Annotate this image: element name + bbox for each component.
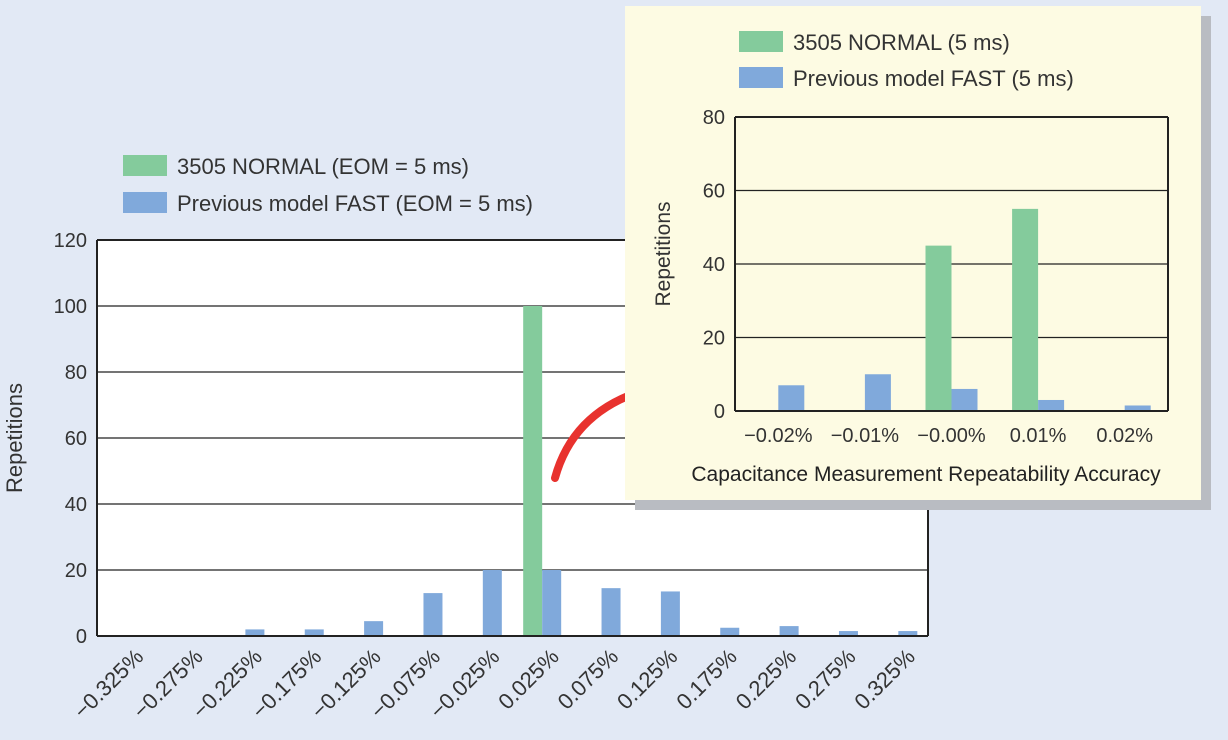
inset-bar-normal [925, 245, 952, 411]
main-bar-normal [523, 306, 543, 636]
main-legend-label-fast: Previous model FAST (EOM = 5 ms) [177, 191, 533, 216]
inset-y-ticks: 0 20 40 60 80 [703, 107, 725, 423]
main-legend-label-normal: 3505 NORMAL (EOM = 5 ms) [177, 154, 469, 179]
main-bar-fast [720, 627, 740, 636]
main-bar-fast [304, 629, 324, 636]
inset-y-axis-label: Repetitions [652, 201, 675, 306]
main-legend-swatch-fast [123, 192, 167, 213]
main-x-tick-label: 0.175% [671, 644, 741, 714]
main-bar-fast [482, 570, 502, 636]
main-x-tick-label: 0.025% [493, 644, 563, 714]
main-y-ticks: 0 20 40 60 80 100 120 [54, 230, 87, 648]
inset-x-tick-label: −0.01% [831, 425, 900, 447]
inset-y-tick-label: 20 [703, 328, 725, 350]
main-legend-swatch-normal [123, 155, 167, 176]
inset-panel: 0 20 40 60 80 −0.02% −0.01% −0.00% 0.01% 0.02% R… [625, 6, 1211, 510]
main-y-tick-label: 80 [65, 362, 87, 384]
inset-legend: 3505 NORMAL (5 ms) Previous model FAST (… [739, 30, 1074, 91]
main-x-tick-label: 0.125% [612, 644, 682, 714]
inset-bar-fast [1124, 405, 1151, 411]
inset-y-tick-label: 60 [703, 181, 725, 203]
inset-bar-fast [864, 374, 891, 411]
main-y-tick-label: 20 [65, 560, 87, 582]
main-y-tick-label: 0 [76, 626, 87, 648]
main-bar-fast [423, 593, 443, 636]
inset-legend-swatch-fast [739, 67, 783, 88]
main-bar-fast [838, 631, 858, 636]
inset-bar-fast [778, 385, 805, 411]
inset-y-tick-label: 40 [703, 254, 725, 276]
inset-bar-fast [1038, 399, 1065, 411]
main-x-tick-label: 0.075% [553, 644, 623, 714]
inset-axes [734, 116, 1169, 412]
inset-legend-swatch-normal [739, 31, 783, 52]
main-y-tick-label: 60 [65, 428, 87, 450]
inset-x-ticks: −0.02% −0.01% −0.00% 0.01% 0.02% [744, 425, 1153, 447]
main-bar-fast [898, 631, 918, 636]
main-bar-fast [364, 621, 384, 636]
main-bar-fast [542, 570, 562, 636]
main-y-tick-label: 100 [54, 296, 87, 318]
main-bar-fast [660, 591, 680, 636]
main-x-tick-label: 0.325% [849, 644, 919, 714]
inset-x-tick-label: −0.00% [917, 425, 986, 447]
main-bar-fast [601, 588, 621, 636]
main-y-tick-label: 40 [65, 494, 87, 516]
inset-x-tick-label: −0.02% [744, 425, 813, 447]
main-legend: 3505 NORMAL (EOM = 5 ms) Previous model … [123, 154, 533, 216]
inset-legend-label-normal: 3505 NORMAL (5 ms) [793, 30, 1010, 55]
main-x-tick-label: 0.275% [790, 644, 860, 714]
main-bars [245, 306, 918, 636]
inset-legend-label-fast: Previous model FAST (5 ms) [793, 66, 1074, 91]
inset-x-axis-label: Capacitance Measurement Repeatability Ac… [691, 463, 1161, 486]
inset-bar-normal [1012, 208, 1039, 411]
inset-bars [778, 208, 1151, 411]
main-x-ticks: −0.325%−0.275%−0.225%−0.175%−0.125%−0.07… [69, 644, 920, 724]
main-bar-fast [245, 629, 265, 636]
main-y-tick-label: 120 [54, 230, 87, 252]
main-y-axis-label: Repetitions [2, 383, 27, 493]
main-x-tick-label: 0.225% [731, 644, 801, 714]
inset-y-tick-label: 0 [714, 401, 725, 423]
main-bar-fast [779, 626, 799, 636]
inset-x-tick-label: 0.02% [1096, 425, 1153, 447]
inset-bar-fast [951, 388, 978, 411]
inset-y-tick-label: 80 [703, 107, 725, 129]
inset-x-tick-label: 0.01% [1010, 425, 1067, 447]
